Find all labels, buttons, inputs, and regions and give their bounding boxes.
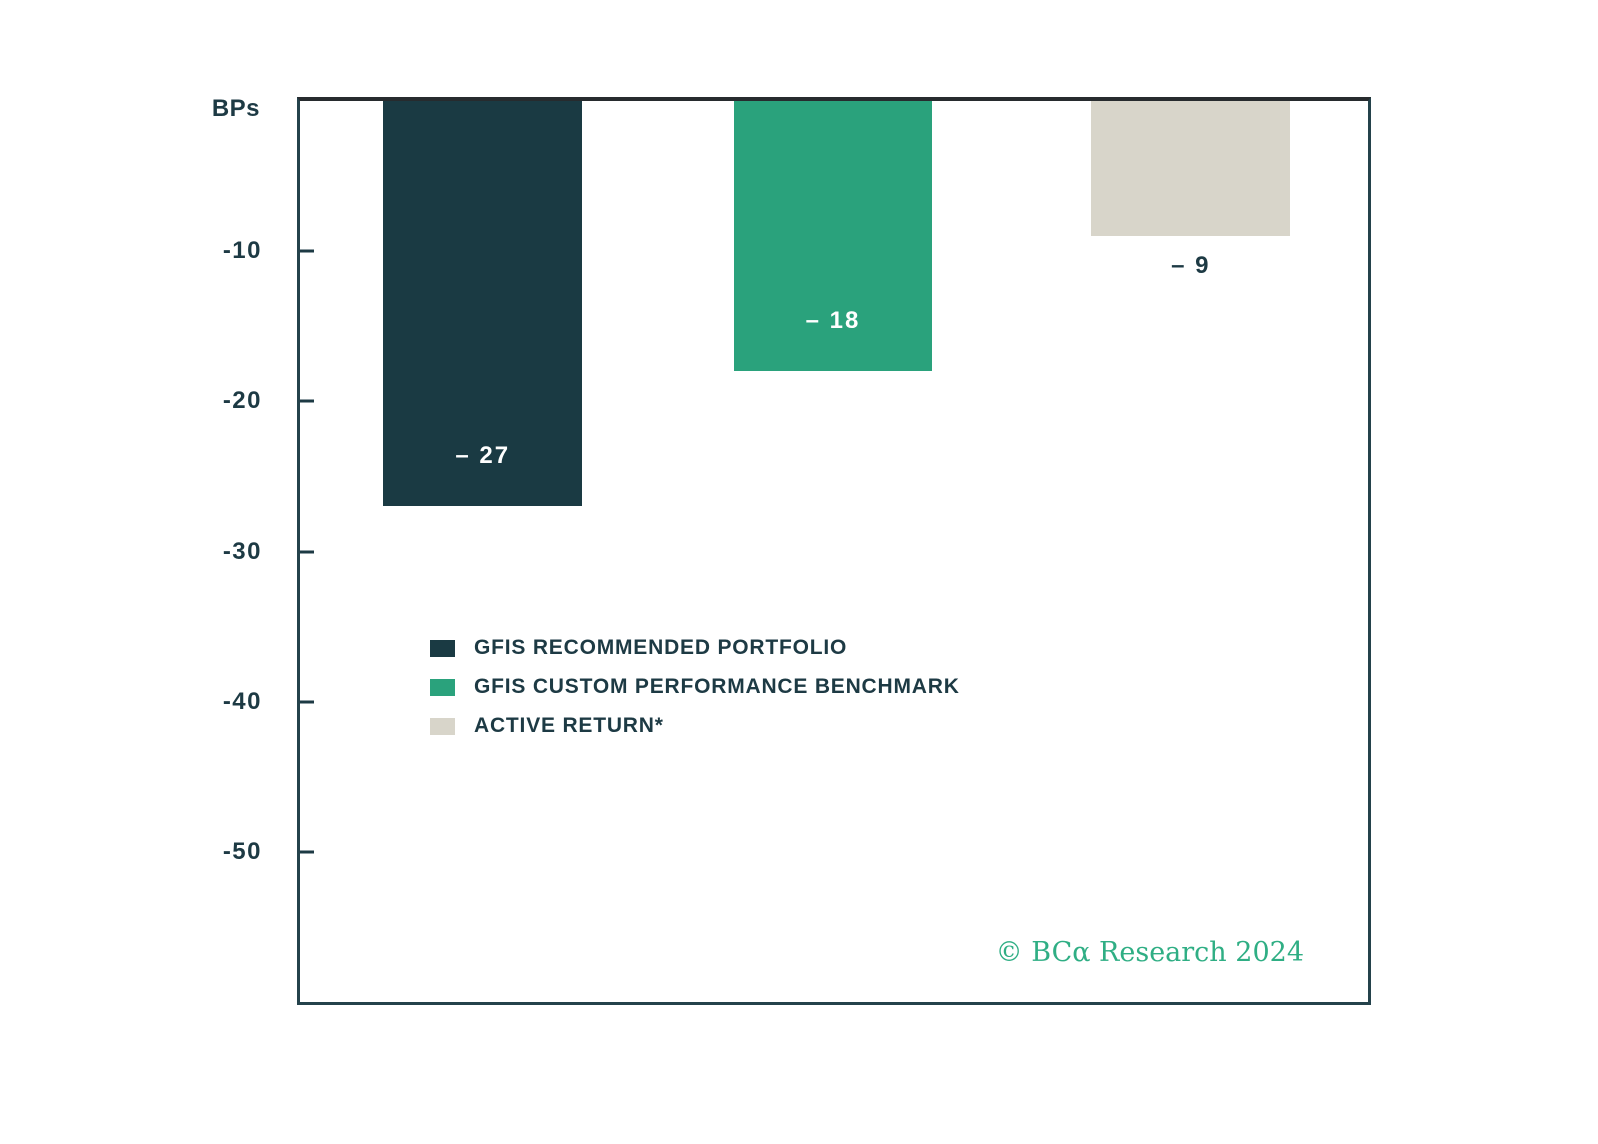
y-tick-label: -20 bbox=[222, 387, 262, 415]
legend-item-recommended-portfolio: GFIS RECOMMENDED PORTFOLIO bbox=[430, 635, 960, 661]
bar-custom-benchmark: – 18 bbox=[733, 101, 933, 1002]
y-tick-mark bbox=[300, 850, 314, 854]
legend-label: ACTIVE RETURN* bbox=[474, 714, 664, 737]
legend-swatch-green bbox=[430, 678, 455, 696]
legend-item-custom-benchmark: GFIS CUSTOM PERFORMANCE BENCHMARK bbox=[430, 674, 960, 700]
legend-swatch-gray bbox=[430, 717, 455, 735]
y-tick-label: -40 bbox=[222, 687, 262, 715]
y-tick-label: -50 bbox=[222, 837, 262, 865]
y-tick-label: -10 bbox=[222, 237, 262, 265]
plot-area: BPs -10 -20 -30 -40 -50 – 27 – 18 – 9 GF… bbox=[212, 95, 1371, 1005]
y-tick-label: -30 bbox=[222, 537, 262, 565]
y-tick-mark bbox=[300, 550, 314, 553]
bar-value-label: – 27 bbox=[455, 442, 511, 470]
y-axis-title: BPs bbox=[211, 95, 260, 122]
legend-label: GFIS RECOMMENDED PORTFOLIO bbox=[474, 636, 848, 659]
copyright-bca-research: © BCα Research 2024 bbox=[995, 937, 1304, 968]
y-tick-mark bbox=[300, 700, 314, 704]
y-tick-mark bbox=[300, 249, 314, 253]
legend: GFIS RECOMMENDED PORTFOLIO GFIS CUSTOM P… bbox=[430, 635, 960, 752]
bar-value-label: – 9 bbox=[1171, 252, 1211, 280]
legend-item-active-return: ACTIVE RETURN* bbox=[430, 713, 960, 739]
legend-label: GFIS CUSTOM PERFORMANCE BENCHMARK bbox=[474, 675, 960, 698]
y-tick-mark bbox=[300, 399, 314, 403]
bar-fill: – 9 bbox=[1091, 101, 1291, 279]
bar-recommended-portfolio: – 27 bbox=[383, 101, 583, 1002]
bar-fill: – 18 bbox=[733, 101, 933, 372]
legend-swatch-dark-teal bbox=[430, 639, 455, 657]
bar-fill: – 27 bbox=[383, 101, 583, 507]
bar-active-return: – 9 bbox=[1091, 101, 1291, 1002]
bar-value-label: – 18 bbox=[805, 307, 861, 335]
